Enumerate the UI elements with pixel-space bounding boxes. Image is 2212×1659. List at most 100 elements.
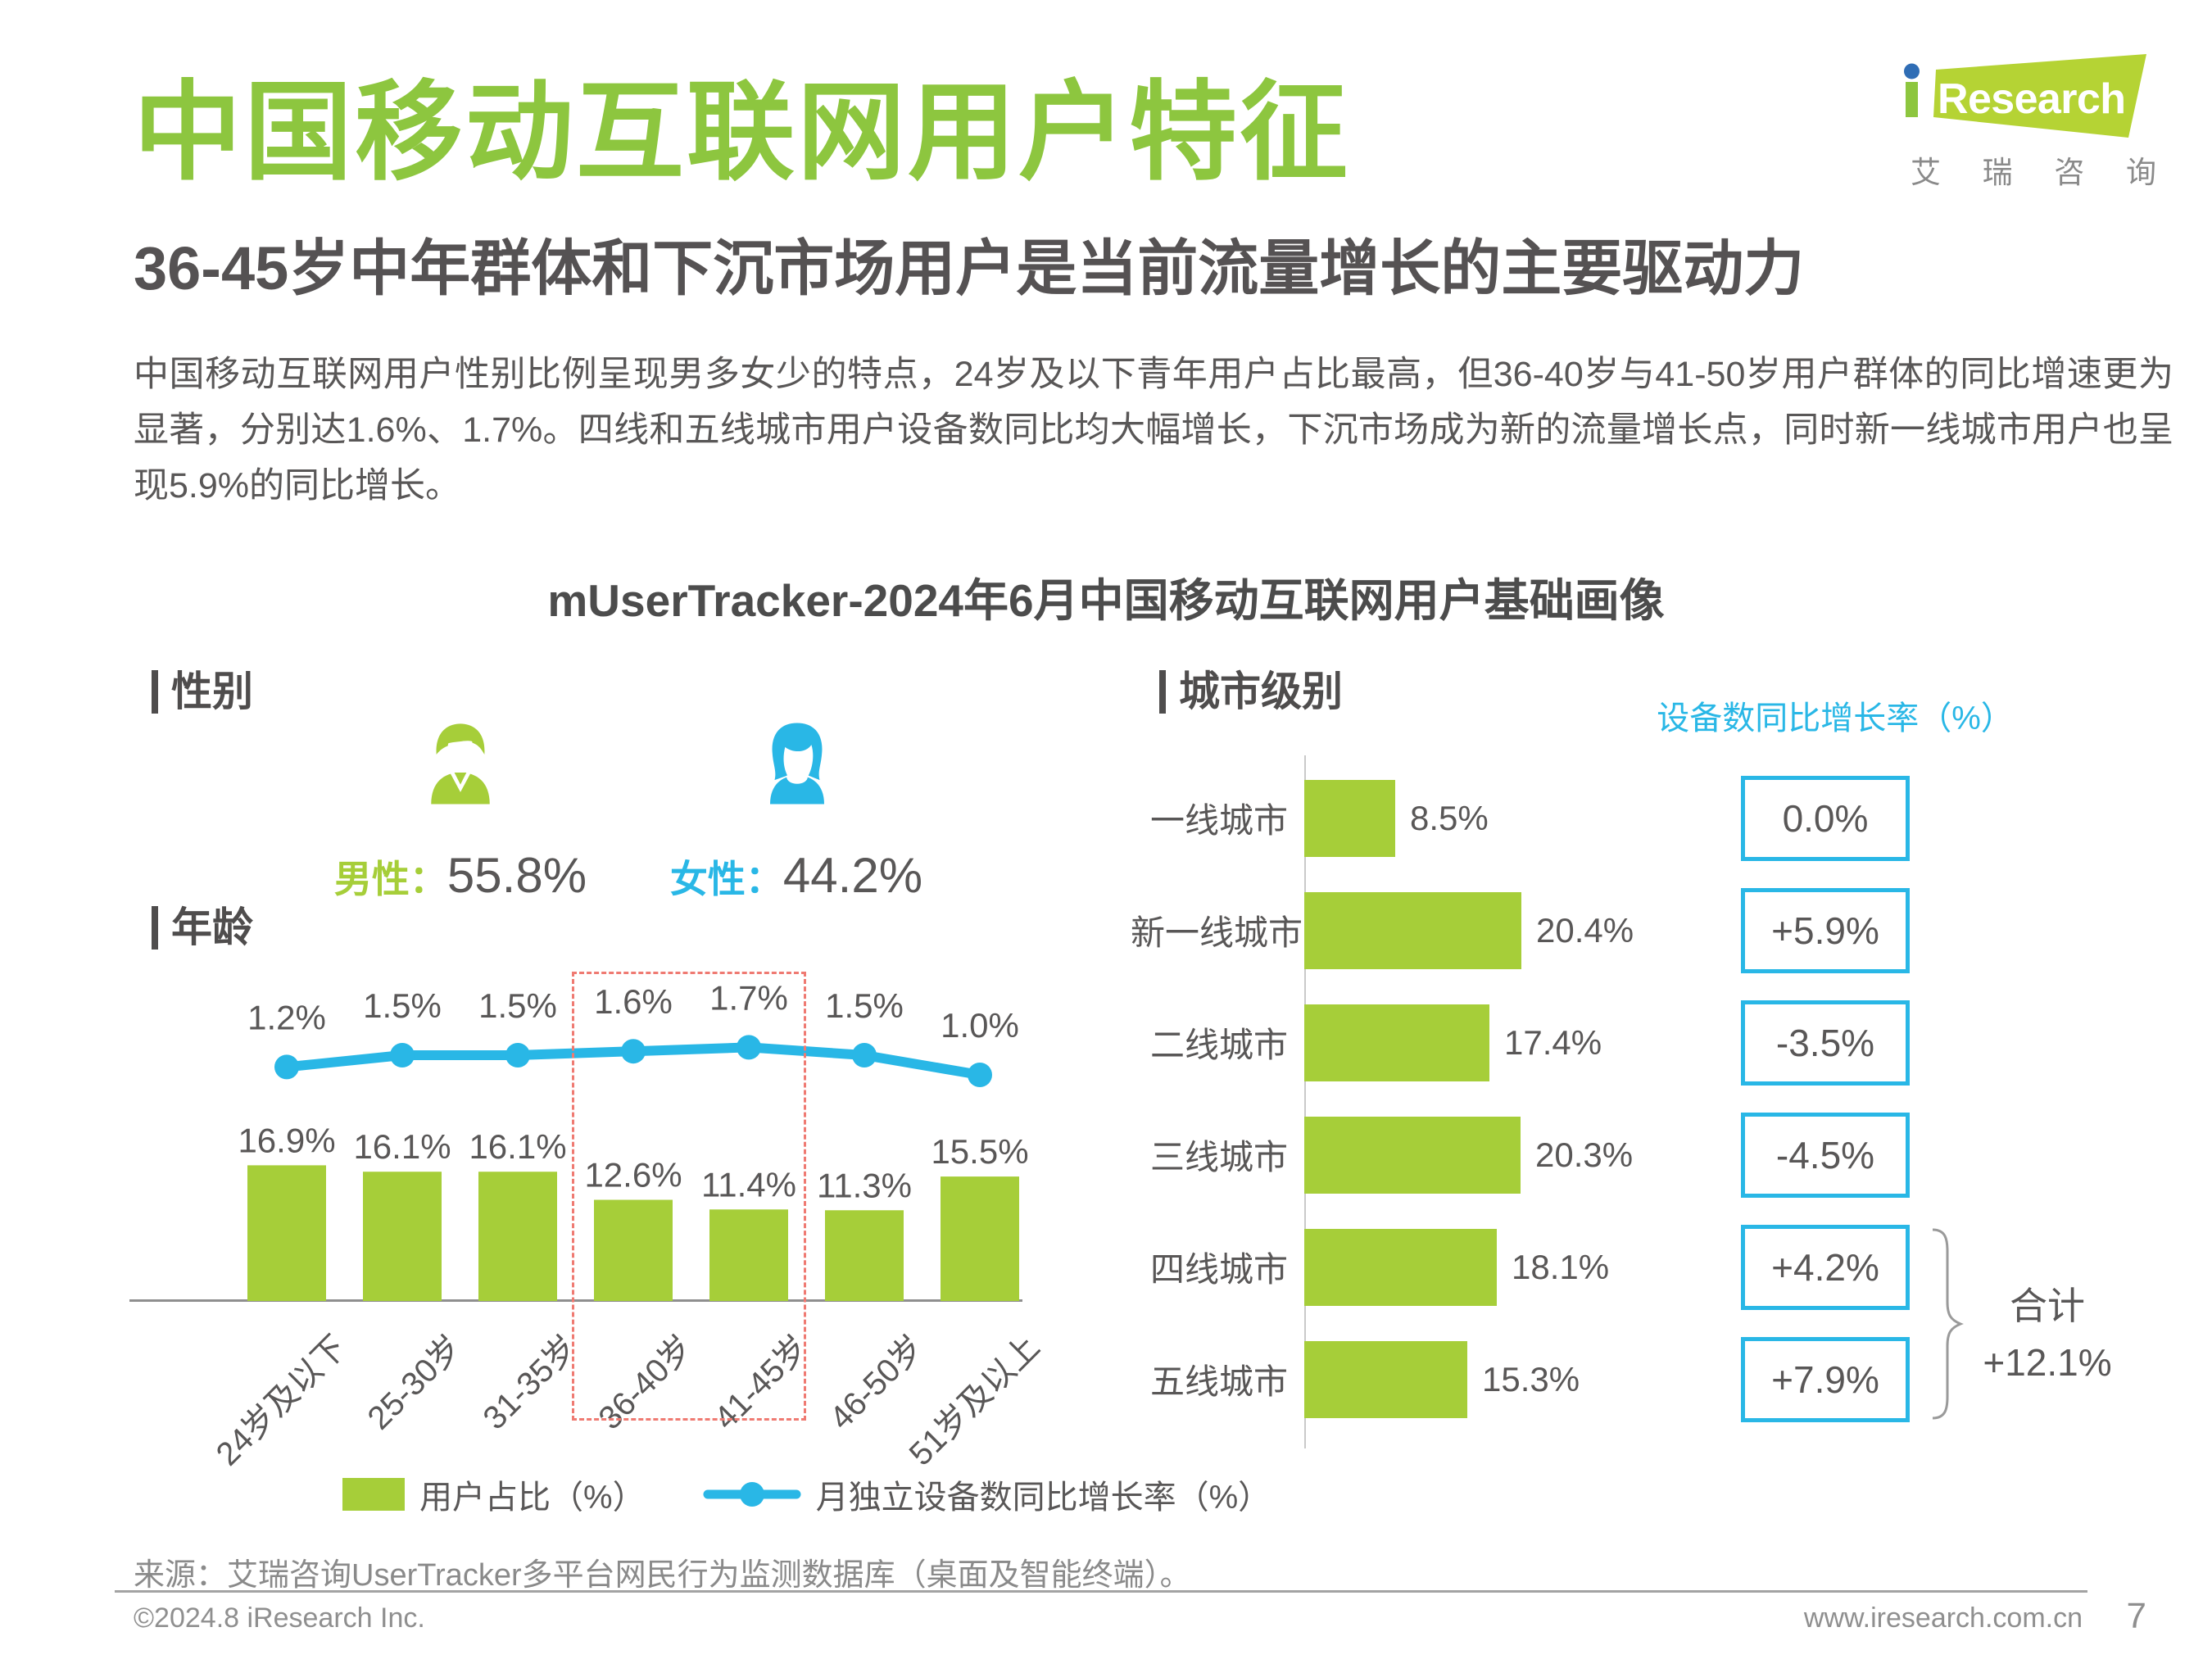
growth-box: -3.5% bbox=[1741, 999, 1910, 1086]
age-bar-value: 16.1% bbox=[469, 1127, 566, 1166]
growth-value-label: 1.7% bbox=[709, 978, 788, 1017]
body-paragraph: 中国移动互联网用户性别比例呈现男多女少的特点，24岁及以下青年用户占比最高，但3… bbox=[134, 355, 2173, 505]
age-bar bbox=[709, 1209, 788, 1301]
logo-parallelogram bbox=[1933, 54, 2146, 138]
age-bar bbox=[247, 1165, 326, 1301]
growth-value-label: 1.5% bbox=[363, 986, 442, 1025]
city-bar-track: 18.1% bbox=[1304, 1228, 1741, 1306]
growth-value-label: 1.6% bbox=[594, 982, 673, 1021]
age-axis-line bbox=[129, 1299, 1022, 1302]
city-bar-track: 20.4% bbox=[1304, 891, 1741, 969]
city-tier-label: 二线城市 bbox=[1149, 1026, 1288, 1064]
gender-section-label: 性别 bbox=[152, 670, 253, 714]
growth-point bbox=[390, 1043, 415, 1067]
male-stat: 男性：55.8% bbox=[297, 847, 624, 904]
bar-swatch-icon bbox=[342, 1478, 405, 1511]
chart-legend: 用户占比（%） 月独立设备数同比增长率（%） bbox=[342, 1471, 1271, 1518]
total-block: 合计 +12.1% bbox=[1961, 1278, 2133, 1391]
growth-value-label: 1.5% bbox=[478, 986, 557, 1025]
growth-rate-header: 设备数同比增长率（%） bbox=[1657, 700, 2014, 737]
growth-point bbox=[505, 1043, 530, 1067]
city-tier-label: 五线城市 bbox=[1149, 1362, 1288, 1401]
growth-box: 0.0% bbox=[1741, 775, 1910, 861]
logo-i-dot bbox=[1904, 63, 1920, 79]
line-swatch-icon bbox=[703, 1482, 801, 1507]
source-note: 来源：艾瑞咨询UserTracker多平台网民行为监测数据库（桌面及智能终端）。 bbox=[134, 1558, 1191, 1593]
age-bar-value: 11.3% bbox=[817, 1166, 912, 1204]
total-value: +12.1% bbox=[1983, 1341, 2112, 1384]
age-highlight-box bbox=[572, 972, 806, 1421]
legend-bar-item: 用户占比（%） bbox=[342, 1471, 646, 1518]
logo-cn-char: 艾 bbox=[1911, 156, 1941, 189]
growth-box: -4.5% bbox=[1741, 1112, 1910, 1198]
age-category-label: 24岁及以下 bbox=[209, 1328, 353, 1473]
city-bar bbox=[1304, 779, 1395, 857]
female-label: 女性： bbox=[669, 858, 783, 900]
growth-point bbox=[274, 1054, 299, 1080]
age-bar-value: 16.9% bbox=[238, 1121, 335, 1159]
age-bar bbox=[363, 1172, 442, 1301]
city-row: 四线城市 18.1% +4.2% bbox=[1131, 1211, 2130, 1323]
city-bar-track: 8.5% bbox=[1304, 779, 1741, 857]
growth-box: +5.9% bbox=[1741, 887, 1910, 973]
age-bar bbox=[478, 1172, 557, 1301]
age-category-label: 31-35岁 bbox=[476, 1328, 584, 1437]
city-row: 新一线城市 20.4% +5.9% bbox=[1131, 874, 2130, 986]
city-bar-track: 17.4% bbox=[1304, 1004, 1741, 1081]
growth-point bbox=[737, 1035, 761, 1060]
age-section-label: 年龄 bbox=[152, 906, 253, 950]
brand-logo: Research 艾 瑞 咨 询 bbox=[1899, 46, 2158, 192]
growth-value-label: 1.5% bbox=[825, 986, 904, 1025]
city-bar-value: 20.4% bbox=[1536, 910, 1634, 950]
logo-i-stem bbox=[1906, 82, 1918, 117]
page-number: 7 bbox=[2126, 1596, 2146, 1636]
city-tier-label: 四线城市 bbox=[1149, 1250, 1288, 1289]
age-bar-value: 16.1% bbox=[353, 1127, 451, 1166]
age-combo-chart: 16.9% 16.1% 16.1% 12.6% 11.4% 11.3% 15.5% 1.2% 1… bbox=[123, 965, 1046, 1489]
growth-box: +4.2% bbox=[1741, 1224, 1910, 1310]
chart-title: mUserTracker-2024年6月中国移动互联网用户基础画像 bbox=[547, 575, 1665, 626]
gender-age-panel: 性别 男性：55.8% 女性：44.2% 年龄 16.9% 16.1% 16.1% 1… bbox=[123, 670, 1271, 1547]
growth-point bbox=[852, 1043, 877, 1067]
age-category-label: 25-30岁 bbox=[360, 1328, 469, 1437]
age-bar bbox=[594, 1199, 673, 1301]
age-bar bbox=[941, 1176, 1019, 1301]
male-icon bbox=[415, 706, 505, 821]
logo-cn-char: 咨 bbox=[2054, 156, 2085, 189]
logo-cn-char: 询 bbox=[2125, 156, 2156, 189]
logo-cn-char: 瑞 bbox=[1982, 156, 2013, 189]
city-bar-value: 15.3% bbox=[1482, 1359, 1580, 1398]
brand-logo-cn: 艾 瑞 咨 询 bbox=[1911, 147, 2156, 192]
growth-point bbox=[621, 1039, 646, 1064]
footer-divider bbox=[115, 1590, 2087, 1593]
city-bar bbox=[1304, 1228, 1497, 1306]
city-axis-line bbox=[1304, 755, 1306, 1448]
city-tier-label: 一线城市 bbox=[1149, 801, 1288, 840]
page-title: 中国移动互联网用户特征 bbox=[134, 72, 1350, 193]
city-tier-label: 三线城市 bbox=[1149, 1138, 1288, 1176]
city-tier-chart: 一线城市 8.5% 0.0% 新一线城市 20.4% +5.9% 二线城市 17… bbox=[1131, 762, 2130, 1435]
city-bar-value: 18.1% bbox=[1512, 1247, 1610, 1286]
total-label: 合计 bbox=[2010, 1285, 2085, 1327]
city-section-label: 城市级别 bbox=[1159, 670, 1343, 714]
city-bar bbox=[1304, 1116, 1521, 1194]
logo-research-text: Research bbox=[1938, 75, 2126, 123]
age-bar-value: 15.5% bbox=[931, 1132, 1028, 1171]
city-bar-track: 15.3% bbox=[1304, 1340, 1741, 1418]
city-bar bbox=[1304, 1004, 1489, 1081]
legend-bar-label: 用户占比（%） bbox=[419, 1480, 646, 1516]
city-row: 三线城市 20.3% -4.5% bbox=[1131, 1099, 2130, 1211]
city-bar-value: 20.3% bbox=[1535, 1135, 1634, 1174]
age-bar bbox=[825, 1210, 904, 1301]
growth-value-label: 1.2% bbox=[247, 998, 326, 1036]
growth-point bbox=[968, 1063, 992, 1087]
female-icon bbox=[752, 706, 842, 821]
legend-line-item: 月独立设备数同比增长率（%） bbox=[703, 1471, 1271, 1518]
city-bar bbox=[1304, 1340, 1467, 1418]
copyright-text: ©2024.8 iResearch Inc. bbox=[134, 1602, 425, 1634]
city-row: 五线城市 15.3% +7.9% bbox=[1131, 1323, 2130, 1435]
city-tier-label: 新一线城市 bbox=[1131, 913, 1303, 952]
growth-box: +7.9% bbox=[1741, 1336, 1910, 1422]
website-url: www.iresearch.com.cn bbox=[1803, 1602, 2083, 1634]
page-subtitle: 36-45岁中年群体和下沉市场用户是当前流量增长的主要驱动力 bbox=[134, 234, 1805, 302]
